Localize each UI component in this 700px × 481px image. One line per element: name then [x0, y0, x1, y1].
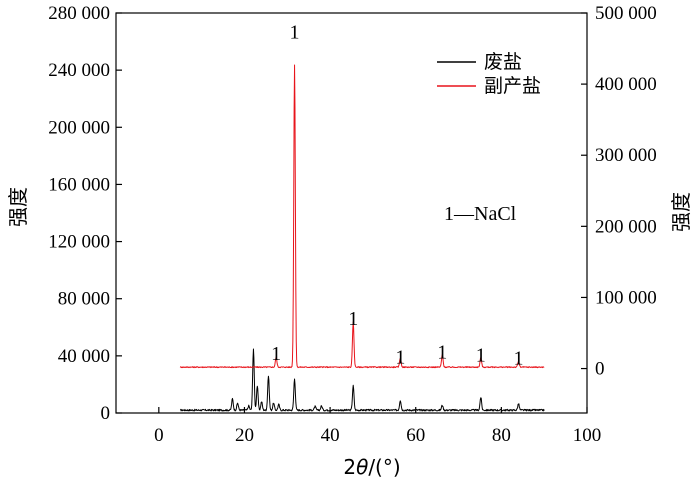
- y-left-tick-label: 0: [101, 403, 111, 424]
- peak-label-nacl: 1: [348, 308, 358, 330]
- legend-label-waste-salt: 废盐: [484, 51, 522, 73]
- y-left-tick-label: 80 000: [58, 289, 110, 310]
- y-right-tick-label: 500 000: [595, 3, 657, 24]
- y-right-tick-label: 200 000: [595, 216, 657, 237]
- plot-border: [115, 12, 588, 414]
- y-axis-right-title: 强度: [669, 192, 693, 232]
- series-line-byproduct-salt: [179, 64, 545, 369]
- peak-label-nacl: 1: [513, 347, 523, 369]
- x-axis-title: 2θ/(°): [343, 455, 400, 479]
- y-right-tick-label: 100 000: [595, 287, 657, 308]
- ticks-layer: 0 20 40 60 80 100 0 40 000 80 000 120 000 160 000 2…: [48, 3, 657, 446]
- y-right-tick-label: 300 000: [595, 145, 657, 166]
- y-axis-left-title: 强度: [6, 187, 30, 227]
- annotation-layer: 1 1 1 1 1 1 1: [271, 22, 523, 370]
- x-tick-label: 60: [406, 425, 425, 446]
- series-line-waste-salt: [180, 348, 545, 412]
- x-tick-label: 20: [235, 425, 254, 446]
- peak-label-nacl: 1: [271, 343, 281, 365]
- y-left-tick-label: 280 000: [48, 3, 110, 24]
- peak-label-nacl: 1: [395, 347, 405, 369]
- y-right-tick-label: 400 000: [595, 74, 657, 95]
- y-left-tick-label: 40 000: [58, 346, 110, 367]
- peak-label-nacl: 1: [437, 342, 447, 364]
- y-left-tick-label: 200 000: [48, 117, 110, 138]
- key-note: 1—NaCl: [444, 203, 517, 225]
- x-tick-label: 80: [492, 425, 511, 446]
- x-axis-title-prefix: 2: [343, 455, 356, 479]
- series-layer: [179, 64, 545, 412]
- x-tick-label: 100: [573, 425, 602, 446]
- y-left-tick-label: 240 000: [48, 60, 110, 81]
- x-axis-title-var: θ: [356, 455, 368, 479]
- x-tick-label: 40: [321, 425, 340, 446]
- x-tick-label: 0: [154, 425, 164, 446]
- y-right-tick-label: 0: [595, 359, 605, 380]
- peak-label-nacl: 1: [290, 22, 300, 44]
- peak-label-nacl: 1: [476, 345, 486, 367]
- plot-frame: [115, 12, 588, 414]
- y-left-tick-label: 120 000: [48, 232, 110, 253]
- legend-label-byproduct-salt: 副产盐: [484, 75, 541, 97]
- legend: 废盐 副产盐: [437, 51, 541, 97]
- y-left-tick-label: 160 000: [48, 174, 110, 195]
- x-axis-title-suffix: /(°): [368, 455, 400, 479]
